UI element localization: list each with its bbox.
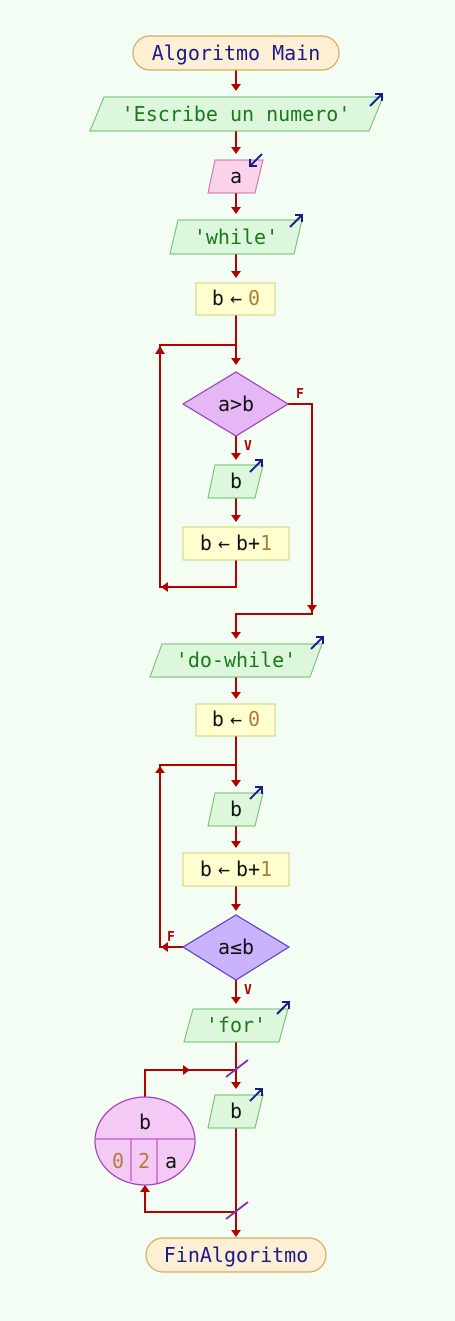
for-var-text: b (139, 1110, 151, 1134)
assign-value-text: 0 (248, 707, 260, 731)
assign-b-zero-block-2[interactable]: b ← 0 (195, 703, 276, 737)
output-arrow-icon (249, 459, 263, 473)
assign-arrow-text: ← (218, 531, 230, 555)
input-arrow-icon (249, 153, 263, 167)
while-true-label: V (244, 439, 252, 454)
output-arrow-icon (289, 214, 303, 228)
read-a-block[interactable]: a (207, 153, 264, 194)
start-label: Algoritmo Main (152, 41, 321, 65)
write-dowhile-block[interactable]: 'do-while' (149, 636, 324, 678)
svg-text:b←0: b ← 0 (212, 286, 260, 310)
dowhile-condition-text: a≤b (218, 935, 254, 959)
while-condition-text: a>b (218, 392, 254, 416)
for-loop-circle[interactable]: b 0 2 a (94, 1096, 196, 1186)
end-terminal[interactable]: FinAlgoritmo (145, 1237, 327, 1273)
increment-var-text: b (200, 857, 212, 881)
read-var-text: a (230, 164, 242, 188)
write-b-text: b (230, 797, 242, 821)
write-b-text: b (230, 1099, 242, 1123)
write-b-block-while[interactable]: b (207, 459, 264, 499)
increment-b-block-dowhile[interactable]: b ← b+1 (182, 852, 290, 887)
for-loop-entry-slash (225, 1059, 249, 1078)
write-while-block[interactable]: 'while' (169, 214, 303, 255)
increment-value-text: 1 (260, 531, 272, 555)
assign-arrow-text: ← (230, 707, 242, 731)
write-while-text: 'while' (194, 225, 278, 249)
start-terminal[interactable]: Algoritmo Main (132, 35, 340, 71)
assign-var-text: b (212, 286, 224, 310)
svg-text:b←b+1: b ← b+1 (200, 857, 272, 881)
write-b-block-for[interactable]: b (207, 1088, 264, 1129)
increment-value-text: 1 (260, 857, 272, 881)
dowhile-condition-decision[interactable]: a≤b (181, 914, 291, 981)
output-arrow-icon (249, 1088, 263, 1102)
write-prompt-text: 'Escribe un numero' (122, 102, 351, 126)
assign-var-text: b (212, 707, 224, 731)
write-b-block-dowhile[interactable]: b (207, 786, 264, 827)
write-for-text: 'for' (206, 1013, 266, 1037)
output-arrow-icon (249, 786, 263, 800)
while-false-label: F (296, 387, 304, 402)
assign-arrow-text: ← (218, 857, 230, 881)
assign-b-zero-block[interactable]: b ← 0 (195, 282, 276, 316)
dowhile-false-label: F (167, 930, 175, 945)
write-b-text: b (230, 469, 242, 493)
increment-expr-text: b+ (236, 857, 260, 881)
while-condition-decision[interactable]: a>b (181, 371, 290, 437)
increment-b-block-while[interactable]: b ← b+1 (182, 526, 290, 561)
increment-var-text: b (200, 531, 212, 555)
end-label: FinAlgoritmo (164, 1243, 309, 1267)
assign-value-text: 0 (248, 286, 260, 310)
write-for-block[interactable]: 'for' (183, 1001, 290, 1043)
for-start-text: 0 (112, 1149, 124, 1173)
output-arrow-icon (276, 1001, 290, 1015)
write-prompt-block[interactable]: 'Escribe un numero' (89, 93, 384, 132)
dowhile-true-label: V (244, 983, 252, 998)
assign-arrow-text: ← (230, 286, 242, 310)
svg-text:b←b+1: b ← b+1 (200, 531, 272, 555)
for-loop-exit-slash (225, 1201, 249, 1220)
for-step-text: 2 (138, 1149, 150, 1173)
flow-lines (144, 70, 313, 1236)
flow-arrowheads (140, 84, 317, 1237)
svg-text:b←0: b ← 0 (212, 707, 260, 731)
output-arrow-icon (310, 636, 324, 650)
for-end-text: a (165, 1149, 177, 1173)
write-dowhile-text: 'do-while' (176, 648, 296, 672)
increment-expr-text: b+ (236, 531, 260, 555)
output-arrow-icon (369, 93, 383, 107)
